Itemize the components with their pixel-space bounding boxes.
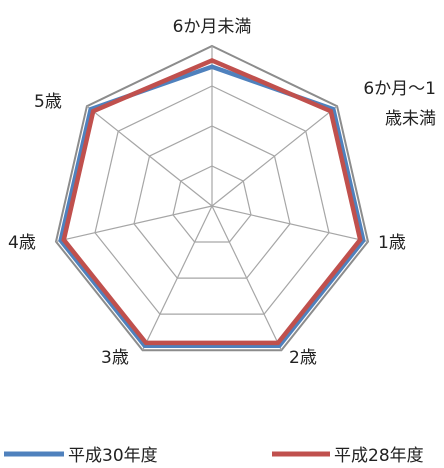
grid-ring-4 [54,44,370,352]
category-label-4: 2歳 [289,348,317,368]
category-labels: 6か月未満 6か月～1 歳未満 1歳 2歳 3歳 4歳 5歳 [8,17,436,368]
category-label-2-line-2: 歳未満 [385,109,436,129]
grid-ring-1 [172,165,252,243]
legend-label-1: 平成30年度 [68,446,158,466]
category-label-7: 5歳 [34,92,62,112]
spoke-2 [211,105,338,207]
series-line-1 [58,64,366,349]
spoke-7 [86,105,213,207]
grid-ring-2 [133,125,291,279]
legend: 平成30年度 平成28年度 [4,446,424,466]
spoke-5 [142,205,213,351]
radar-series [58,57,366,349]
radar-spokes [55,46,369,351]
category-label-2-line-1: 6か月～1 [363,79,436,99]
legend-label-2: 平成28年度 [334,446,424,466]
category-label-6: 4歳 [8,233,36,253]
category-label-1: 6か月未満 [173,17,252,37]
category-label-3: 1歳 [378,233,406,253]
spoke-3 [211,205,369,243]
grid-ring-3 [94,85,330,315]
spoke-4 [211,205,282,351]
series-line-2 [61,57,363,346]
radar-grid [54,44,370,352]
category-label-5: 3歳 [101,348,129,368]
spoke-6 [55,205,213,243]
